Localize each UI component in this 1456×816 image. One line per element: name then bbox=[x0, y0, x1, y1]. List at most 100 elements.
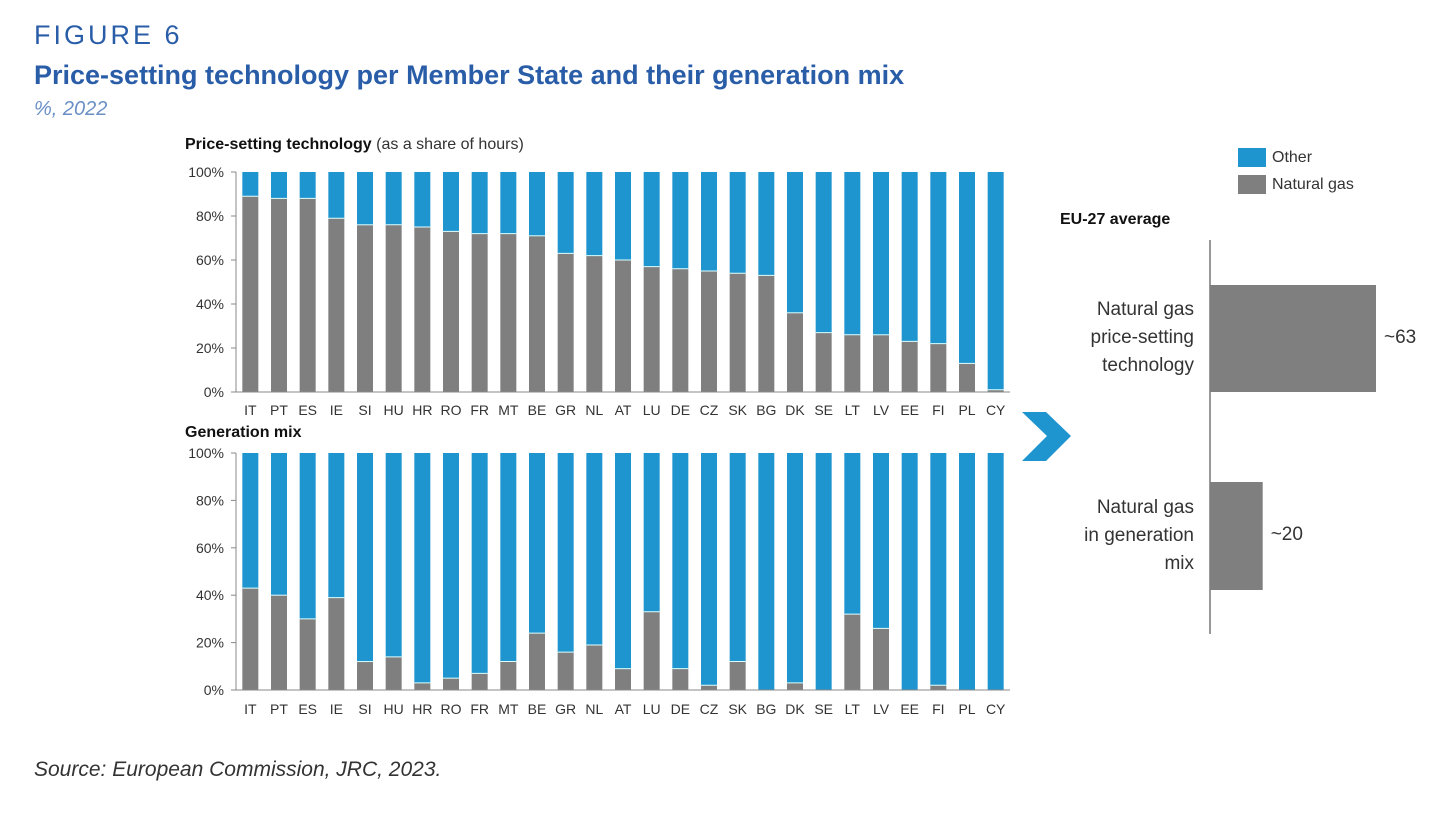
generation-mix-x-tick-label: HU bbox=[384, 701, 404, 717]
generation-mix-bar-natural-gas-hr bbox=[414, 682, 431, 690]
price-setting-x-tick-label: MT bbox=[498, 402, 519, 418]
generation-mix-bar-natural-gas-es bbox=[299, 618, 316, 690]
price-setting-x-tick-label: CY bbox=[986, 402, 1006, 418]
price-setting-y-tick-label: 20% bbox=[196, 340, 224, 356]
figure-title: Price-setting technology per Member Stat… bbox=[34, 60, 905, 90]
price-setting-bar-natural-gas-pl bbox=[959, 363, 975, 392]
generation-mix-bar-other-es bbox=[299, 453, 316, 619]
generation-mix-bar-natural-gas-cz bbox=[701, 685, 717, 690]
price-setting-x-tick-label: AT bbox=[615, 402, 632, 418]
generation-mix-bar-natural-gas-it bbox=[242, 588, 259, 690]
generation-mix-bar-other-cy bbox=[987, 453, 1004, 690]
generation-mix-bar-other-se bbox=[815, 453, 832, 690]
price-setting-bar-other-pt bbox=[271, 172, 287, 199]
price-setting-bar-other-ie bbox=[328, 172, 345, 219]
price-setting-bar-other-es bbox=[299, 172, 316, 199]
generation-mix-bar-natural-gas-ro bbox=[443, 678, 459, 690]
price-setting-bar-other-hu bbox=[385, 172, 402, 225]
chevron-right-icon bbox=[1022, 412, 1071, 461]
price-setting-bar-natural-gas-it bbox=[242, 196, 259, 392]
legend-swatch-other bbox=[1238, 148, 1266, 167]
price-setting-bar-natural-gas-gr bbox=[557, 253, 574, 392]
eu-label-line: Natural gas bbox=[1096, 497, 1194, 518]
price-setting-bar-other-bg bbox=[758, 172, 775, 276]
price-setting-x-tick-label: IE bbox=[330, 402, 343, 418]
price-setting-bar-natural-gas-de bbox=[672, 268, 689, 392]
price-setting-bar-natural-gas-hr bbox=[414, 227, 431, 392]
generation-mix-x-tick-label: CZ bbox=[700, 701, 719, 717]
generation-mix-bar-natural-gas-nl bbox=[586, 644, 603, 690]
eu-bar-1 bbox=[1210, 482, 1263, 590]
price-setting-y-tick-label: 100% bbox=[188, 164, 224, 180]
price-setting-bar-other-lv bbox=[873, 172, 889, 335]
price-setting-bar-natural-gas-fr bbox=[471, 233, 488, 392]
generation-mix-y-tick-label: 40% bbox=[196, 587, 224, 603]
price-setting-bar-natural-gas-cy bbox=[987, 389, 1004, 392]
generation-mix-x-tick-label: IE bbox=[330, 701, 343, 717]
generation-mix-y-tick-label: 80% bbox=[196, 492, 224, 508]
generation-mix-y-tick-label: 0% bbox=[204, 682, 224, 698]
generation-mix-bar-natural-gas-fr bbox=[471, 673, 488, 690]
generation-mix-bar-other-pt bbox=[271, 453, 287, 596]
generation-mix-bar-natural-gas-dk bbox=[787, 682, 803, 690]
generation-mix-bar-other-fr bbox=[471, 453, 488, 674]
generation-mix-bar-other-de bbox=[672, 453, 689, 669]
price-setting-bar-natural-gas-fi bbox=[930, 343, 947, 392]
price-setting-bar-natural-gas-mt bbox=[500, 233, 517, 392]
eu-data-label-generation-mix: ~20 bbox=[1270, 524, 1303, 545]
generation-mix-x-tick-label: GR bbox=[555, 701, 576, 717]
generation-mix-y-tick-label: 100% bbox=[188, 445, 224, 461]
price-setting-y-tick-label: 60% bbox=[196, 252, 224, 268]
generation-mix-x-tick-label: BE bbox=[528, 701, 547, 717]
price-setting-title-suffix: (as a share of hours) bbox=[376, 136, 524, 153]
generation-mix-x-tick-label: LU bbox=[643, 701, 661, 717]
price-setting-bar-natural-gas-hu bbox=[385, 224, 402, 392]
price-setting-bar-other-pl bbox=[959, 172, 975, 364]
generation-mix-bar-other-lt bbox=[844, 453, 861, 615]
generation-mix-x-tick-label: DE bbox=[671, 701, 690, 717]
price-setting-bar-other-si bbox=[357, 172, 373, 225]
price-setting-bar-other-lt bbox=[844, 172, 861, 335]
generation-mix-x-tick-label: CY bbox=[986, 701, 1006, 717]
generation-mix-bar-natural-gas-de bbox=[672, 668, 689, 690]
generation-mix-bar-natural-gas-hu bbox=[385, 656, 402, 690]
price-setting-x-tick-label: SE bbox=[814, 402, 833, 418]
price-setting-x-tick-label: IT bbox=[244, 402, 257, 418]
eu-label-price-setting: Natural gas price-setting technology bbox=[1034, 296, 1195, 380]
generation-mix-bar-natural-gas-mt bbox=[500, 661, 517, 690]
generation-mix-bar-other-ro bbox=[443, 453, 459, 679]
generation-mix-bar-natural-gas-gr bbox=[557, 652, 574, 690]
source-note: Source: European Commission, JRC, 2023. bbox=[34, 758, 442, 781]
price-setting-bar-natural-gas-nl bbox=[586, 255, 603, 392]
price-setting-bar-other-se bbox=[815, 172, 832, 333]
price-setting-x-tick-label: LV bbox=[873, 402, 890, 418]
price-setting-x-tick-label: FR bbox=[470, 402, 489, 418]
generation-mix-bar-natural-gas-lu bbox=[643, 611, 660, 690]
generation-mix-x-tick-label: ES bbox=[298, 701, 317, 717]
price-setting-bar-other-sk bbox=[729, 172, 746, 274]
legend-item-other: Other bbox=[1238, 144, 1354, 171]
price-setting-bar-other-at bbox=[615, 172, 631, 260]
generation-mix-x-tick-label: FI bbox=[932, 701, 944, 717]
figure-subtitle: %, 2022 bbox=[34, 98, 108, 120]
generation-mix-bar-other-hr bbox=[414, 453, 431, 683]
generation-mix-bar-other-sk bbox=[729, 453, 746, 662]
generation-mix-x-tick-label: IT bbox=[244, 701, 257, 717]
price-setting-panel-title: Price-setting technology (as a share of … bbox=[185, 136, 524, 154]
price-setting-bar-other-fr bbox=[471, 172, 488, 234]
price-setting-bar-natural-gas-si bbox=[357, 224, 373, 392]
generation-mix-x-tick-label: SE bbox=[814, 701, 833, 717]
generation-mix-x-tick-label: HR bbox=[412, 701, 432, 717]
generation-mix-title: Generation mix bbox=[185, 424, 302, 441]
price-setting-bar-natural-gas-bg bbox=[758, 275, 775, 392]
price-setting-y-tick-label: 80% bbox=[196, 208, 224, 224]
price-setting-x-tick-label: PL bbox=[958, 402, 975, 418]
price-setting-bar-other-cy bbox=[987, 172, 1004, 390]
generation-mix-bar-natural-gas-be bbox=[529, 633, 545, 690]
price-setting-bar-natural-gas-ee bbox=[901, 341, 918, 392]
generation-mix-bar-other-cz bbox=[701, 453, 717, 686]
price-setting-bar-other-ro bbox=[443, 172, 459, 232]
price-setting-bar-other-cz bbox=[701, 172, 717, 271]
generation-mix-x-tick-label: EE bbox=[900, 701, 919, 717]
price-setting-bar-natural-gas-es bbox=[299, 198, 316, 392]
